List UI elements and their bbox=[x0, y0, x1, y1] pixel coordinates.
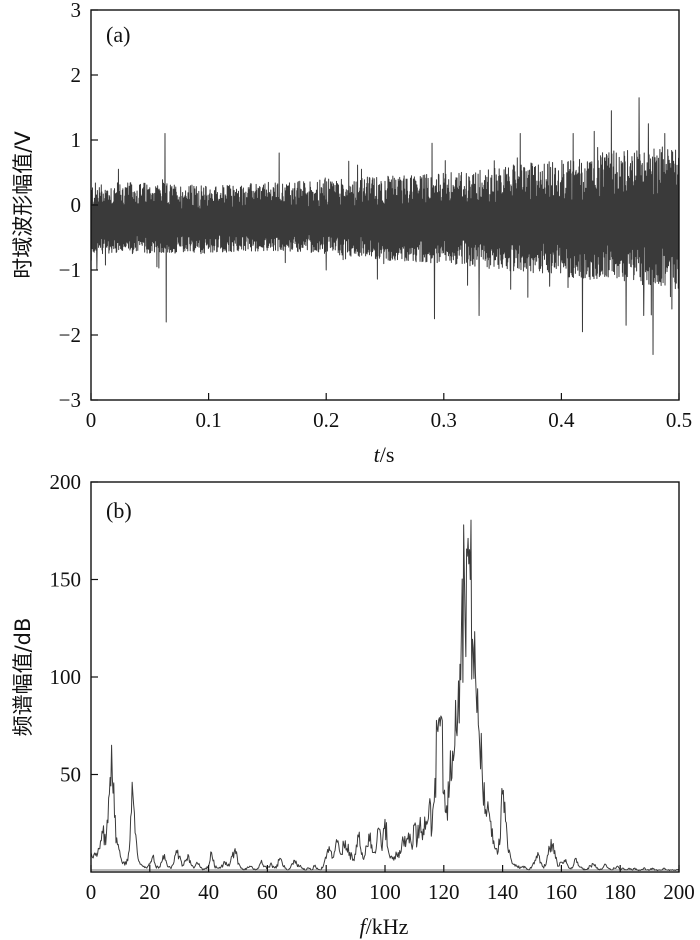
panel-a-x-tick-label: 0.1 bbox=[195, 408, 221, 432]
panel-a-y-tick-label: −3 bbox=[59, 388, 81, 412]
panel-a-y-tick-label: 0 bbox=[71, 193, 82, 217]
panel-a-time-domain: 0 0.1 0.2 0.3 0.4 0.5 −3 −2 −1 0 1 2 3 (a) t/s 时域波形幅… bbox=[11, 0, 692, 467]
panel-b-ticks: 0 20 40 60 80 100 120 140 160 180 200 50 100 150 200 bbox=[50, 470, 695, 904]
panel-b-y-tick-label: 50 bbox=[60, 763, 81, 787]
panel-b-plot-frame bbox=[90, 481, 680, 873]
panel-a-x-axis-unit: /s bbox=[380, 442, 395, 467]
panel-b-x-tick-label: 120 bbox=[428, 880, 460, 904]
panel-b-y-tick-label: 200 bbox=[50, 470, 82, 494]
panel-b-label: (b) bbox=[106, 498, 132, 523]
panel-b-spectrum: 0 20 40 60 80 100 120 140 160 180 200 50 100 150 200 (… bbox=[11, 470, 695, 939]
panel-a-label: (a) bbox=[106, 22, 130, 47]
panel-b-x-axis-unit: /kHz bbox=[366, 914, 409, 939]
panel-b-series-line bbox=[90, 519, 680, 872]
panel-b-x-axis-title: f/kHz bbox=[360, 914, 409, 939]
panel-a-series-line bbox=[90, 97, 680, 355]
panel-b-x-tick-label: 200 bbox=[663, 880, 695, 904]
panel-a-y-tick-label: −2 bbox=[59, 323, 81, 347]
panel-a-y-tick-label: 1 bbox=[71, 128, 82, 152]
panel-b-x-tick-label: 180 bbox=[604, 880, 636, 904]
panel-b-x-tick-label: 100 bbox=[369, 880, 401, 904]
panel-b-x-tick-label: 20 bbox=[139, 880, 160, 904]
panel-a-x-tick-label: 0.3 bbox=[431, 408, 457, 432]
panel-b-x-tick-label: 160 bbox=[546, 880, 578, 904]
panel-b-x-tick-label: 0 bbox=[86, 880, 97, 904]
panel-a-x-tick-label: 0.5 bbox=[666, 408, 692, 432]
panel-a-y-tick-label: 2 bbox=[71, 63, 82, 87]
panel-a-y-tick-label: 3 bbox=[71, 0, 82, 22]
panel-a-y-axis-title: 时域波形幅值/V bbox=[11, 131, 35, 279]
panel-b-y-tick-label: 100 bbox=[50, 665, 82, 689]
panel-a-x-tick-label: 0 bbox=[86, 408, 97, 432]
panel-b-x-tick-label: 60 bbox=[257, 880, 278, 904]
panel-b-y-axis-title: 频谱幅值/dB bbox=[11, 618, 35, 737]
panel-b-y-tick-label: 150 bbox=[50, 568, 82, 592]
panel-a-x-tick-label: 0.4 bbox=[548, 408, 575, 432]
panel-a-y-tick-label: −1 bbox=[59, 258, 81, 282]
panel-b-x-tick-label: 40 bbox=[198, 880, 219, 904]
panel-a-ticks: 0 0.1 0.2 0.3 0.4 0.5 −3 −2 −1 0 1 2 3 bbox=[59, 0, 692, 432]
panel-b-x-tick-label: 80 bbox=[316, 880, 337, 904]
panel-a-x-tick-label: 0.2 bbox=[313, 408, 339, 432]
panel-b-spectrum-trace bbox=[90, 519, 680, 872]
panel-a-waveform-trace bbox=[90, 97, 680, 355]
panel-b-x-tick-label: 140 bbox=[487, 880, 519, 904]
panel-a-x-axis-title: t/s bbox=[374, 442, 395, 467]
panel-a-x-axis-var: t bbox=[374, 442, 381, 467]
panel-b-x-axis-var: f bbox=[360, 914, 369, 939]
